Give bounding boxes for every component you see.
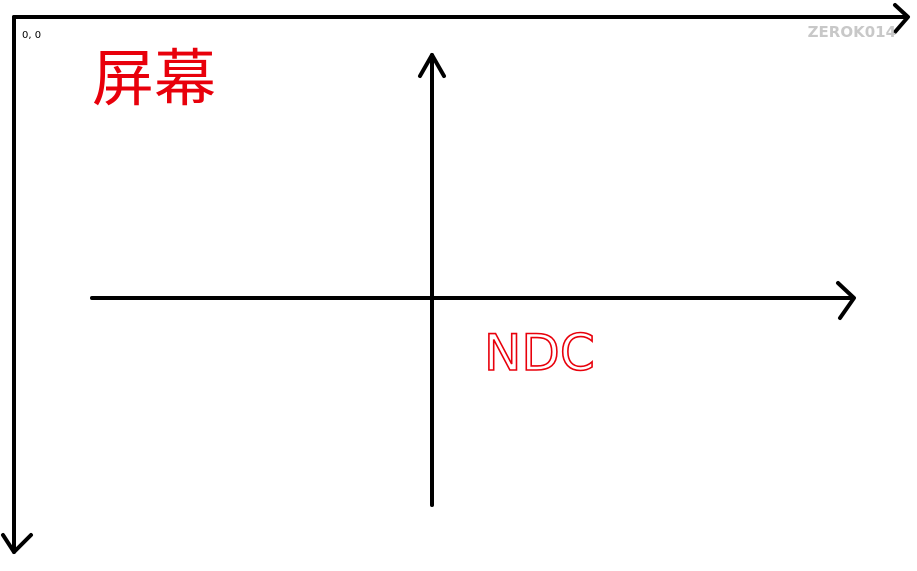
screen-label: 屏幕 <box>92 42 216 115</box>
ndc-x-arrow <box>836 281 856 320</box>
origin-label: 0, 0 <box>22 30 41 41</box>
ndc-y-arrow <box>418 53 446 78</box>
ndc-label: NDC <box>484 324 595 382</box>
watermark: ZEROK014 <box>808 23 896 41</box>
screen-y-arrow <box>1 533 33 554</box>
screen-x-arrow <box>893 3 910 34</box>
